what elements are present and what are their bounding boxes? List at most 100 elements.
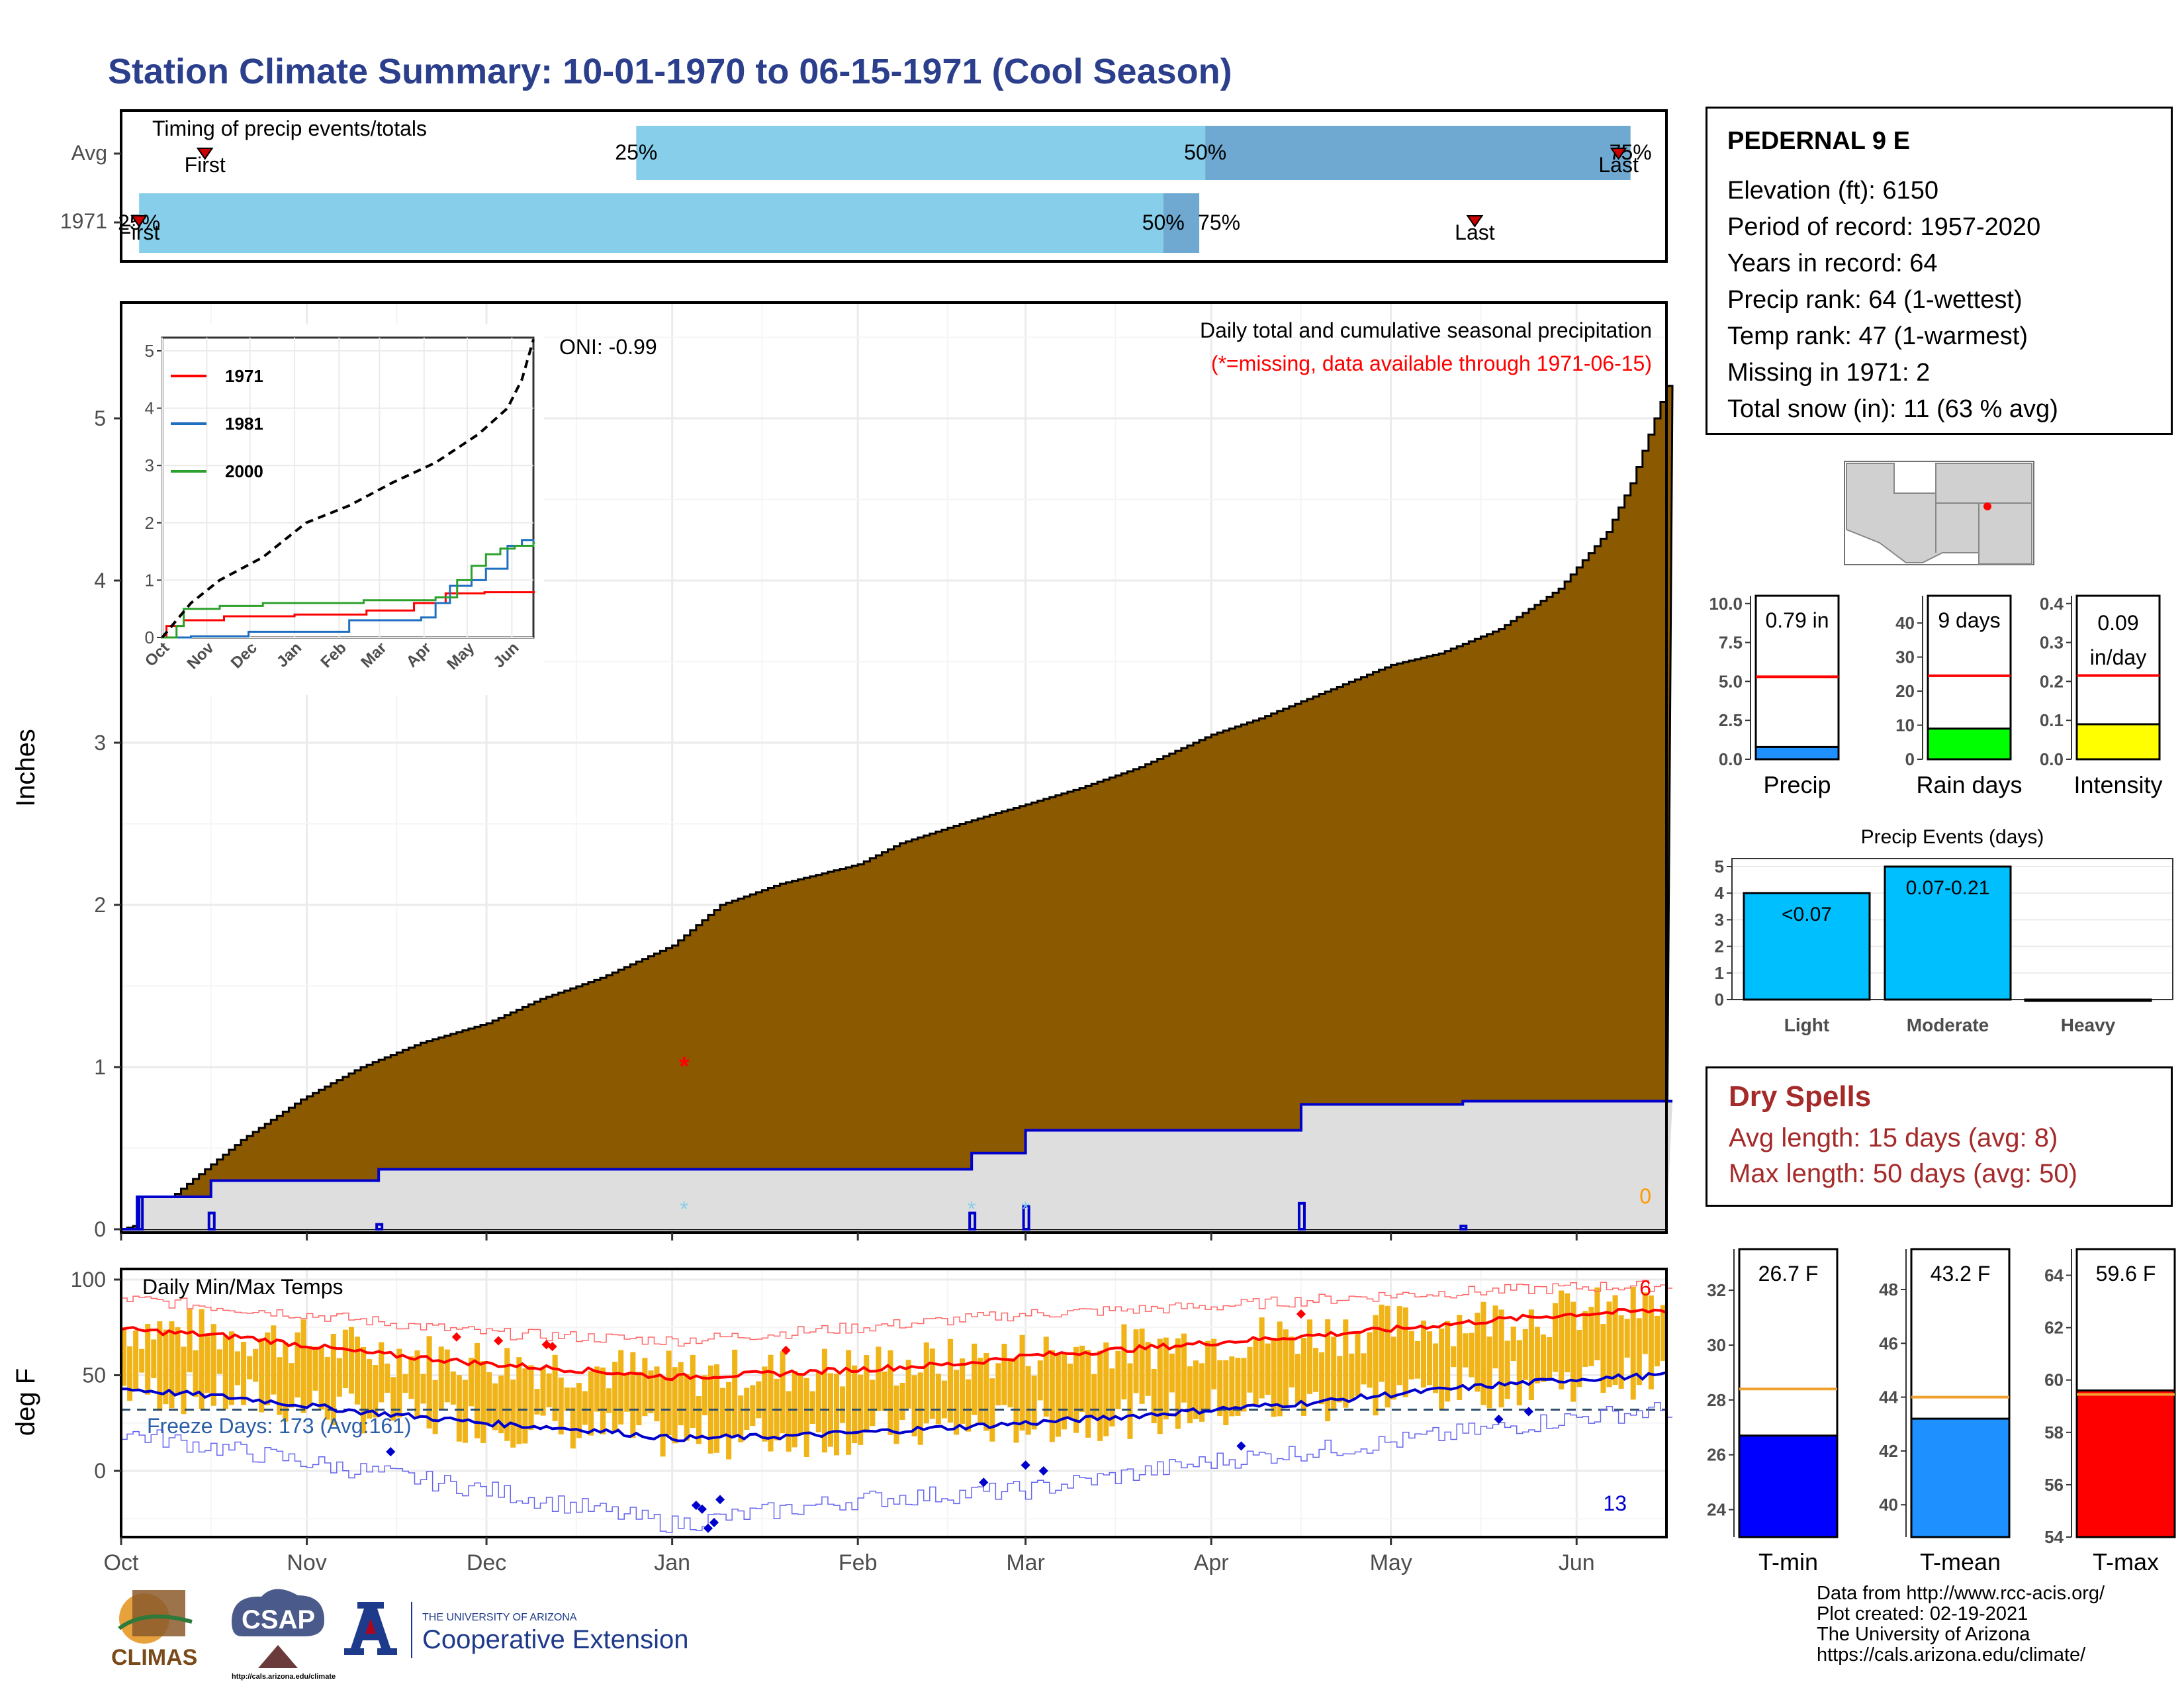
first-event-label: First (118, 220, 159, 244)
summary-y-tick-label: 7.5 (1719, 633, 1743, 653)
temp-count-bottom: 13 (1603, 1491, 1627, 1515)
daily-temp-bar (582, 1391, 588, 1425)
daily-temp-bar (852, 1365, 858, 1443)
daily-temp-bar (1217, 1360, 1223, 1417)
inset-y-tick-label: 5 (145, 341, 154, 361)
climas-logo: CLIMAS (111, 1590, 197, 1670)
last-event-marker (1610, 148, 1627, 160)
timing-bar-q50-q75 (1205, 126, 1631, 180)
daily-temp-bar (732, 1349, 738, 1437)
summary-y-tick-label: 10 (1895, 716, 1915, 735)
daily-temp-bar (1618, 1315, 1624, 1389)
daily-temp-bar (1055, 1353, 1061, 1437)
month-label-jan: Jan (654, 1550, 690, 1575)
normal-tmin-line (120, 1371, 1667, 1442)
missing-data-marker: * (679, 1052, 690, 1081)
daily-temp-bar (1235, 1358, 1241, 1416)
summary-y-tick-label: 30 (1895, 647, 1915, 667)
daily-temp-bar (121, 1327, 127, 1386)
daily-temp-bar (1145, 1342, 1151, 1396)
daily-temp-bar (1319, 1352, 1325, 1405)
daily-temp-bar (1109, 1368, 1115, 1427)
daily-temp-bar (456, 1375, 462, 1442)
daily-temp-bar (1013, 1358, 1019, 1443)
summary-category-label: T-max (2093, 1548, 2159, 1575)
credits: Data from http://www.rcc-acis.org/ Plot … (1817, 1583, 2105, 1665)
summary-y-tick-label: 0.1 (2040, 710, 2064, 730)
oni-label: ONI: -0.99 (559, 335, 657, 359)
daily-temp-bar (367, 1359, 373, 1419)
map-state-shapes (1846, 463, 2032, 565)
daily-temp-bar (1247, 1346, 1253, 1393)
timing-row-label-avg: Avg (71, 141, 107, 165)
daily-temp-bar (803, 1378, 809, 1457)
daily-temp-bar (450, 1371, 456, 1405)
daily-temp-bar (797, 1374, 803, 1435)
inset-series-line-1981 (162, 539, 535, 639)
daily-precip-bar (375, 1223, 384, 1231)
daily-temp-bar (1325, 1319, 1331, 1422)
events-chart-title: Precip Events (days) (1861, 826, 2044, 848)
daily-temp-bar (1396, 1306, 1402, 1385)
timing-row-label-1971: 1971 (60, 209, 107, 233)
daily-temp-bar (1151, 1368, 1157, 1423)
daily-temp-bar (1306, 1319, 1313, 1394)
summary-chart-intensity: 0.0 0.1 0.2 0.3 0.4 0.09 in/day Intensity (2040, 594, 2163, 798)
daily-temp-bar (1582, 1311, 1588, 1367)
daily-temp-bar (1061, 1352, 1067, 1430)
daily-temp-bar (983, 1352, 989, 1431)
daily-temp-bar (1289, 1336, 1295, 1387)
daily-temp-bar (163, 1329, 169, 1405)
daily-temp-bar (1187, 1366, 1193, 1424)
daily-temp-bar (1463, 1333, 1469, 1368)
summary-value-label: 26.7 F (1758, 1262, 1819, 1286)
daily-temp-bar (373, 1365, 379, 1418)
daily-temp-bar (972, 1343, 978, 1415)
month-label-jun: Jun (1559, 1550, 1595, 1575)
daily-temp-bar (1559, 1290, 1565, 1389)
daily-temp-bar (1295, 1354, 1300, 1404)
daily-temp-bar (480, 1361, 486, 1443)
climas-logo-text: CLIMAS (111, 1645, 197, 1670)
daily-temp-bar (690, 1354, 696, 1429)
daily-precip-bar (1022, 1205, 1030, 1231)
inset-y-tick-label: 1 (145, 570, 154, 590)
first-event-marker (196, 148, 214, 160)
daily-temp-bar (624, 1372, 630, 1412)
daily-temp-bar (199, 1309, 205, 1409)
month-label-dec: Dec (467, 1550, 506, 1575)
summary-category-label: Precip (1763, 771, 1831, 798)
daily-temp-bar (516, 1357, 522, 1444)
daily-temp-bar (684, 1374, 690, 1441)
timing-bar-q25-q50 (139, 193, 1163, 253)
year-cumulative-line (121, 1100, 1673, 1231)
precip-y-tick-label: 3 (94, 731, 106, 755)
dry-spells-avg: Avg length: 15 days (avg: 8) (1729, 1123, 2058, 1152)
summary-category-label: T-min (1758, 1548, 1818, 1575)
daily-temp-bar (1439, 1328, 1445, 1409)
daily-temp-bar (1211, 1338, 1217, 1389)
events-bar-heavy (2024, 998, 2152, 1002)
summary-category-label: Intensity (2073, 771, 2162, 798)
daily-temp-bar (1313, 1348, 1319, 1392)
daily-temp-bar (960, 1358, 966, 1424)
daily-temp-bar (876, 1346, 882, 1411)
station-precip-rank: Precip rank: 64 (1-wettest) (1727, 286, 2023, 314)
daily-temp-bar (762, 1366, 768, 1442)
summary-y-tick-label: 56 (2044, 1475, 2064, 1495)
daily-precip-bar (136, 1196, 144, 1231)
daily-temp-bar (127, 1346, 133, 1401)
daily-temp-bar (1534, 1327, 1540, 1383)
daily-temp-bar (169, 1321, 175, 1409)
daily-temp-bar (228, 1331, 234, 1405)
daily-temp-bar (809, 1391, 815, 1425)
events-y-tick-label: 2 (1715, 937, 1724, 957)
daily-temp-bar (923, 1342, 929, 1424)
daily-temp-bar (840, 1386, 846, 1423)
summary-y-tick-label: 20 (1895, 681, 1915, 701)
daily-temp-bar (486, 1372, 492, 1424)
daily-temp-bar (978, 1358, 983, 1425)
